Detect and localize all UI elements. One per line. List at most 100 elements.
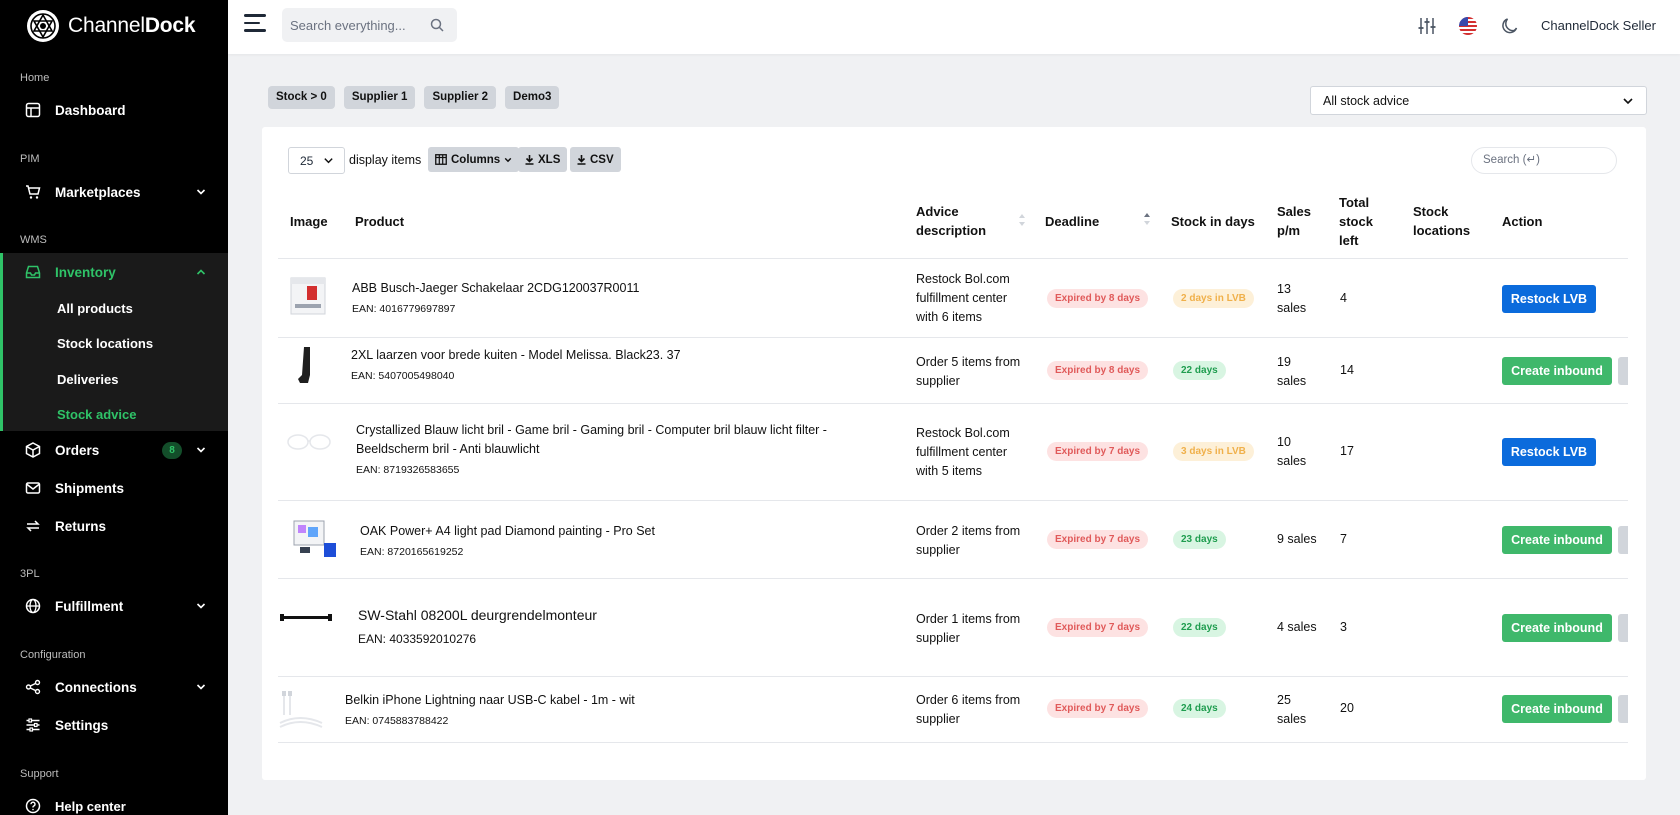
sidebar-item-connections[interactable]: Connections [0,669,228,705]
product-name[interactable]: Belkin iPhone Lightning naar USB-C kabel… [345,693,635,707]
sales-per-month: 25 sales [1277,693,1307,726]
product-image[interactable] [284,427,334,457]
sidebar-item-dashboard[interactable]: Dashboard [0,92,228,128]
total-stock-left: 17 [1340,444,1354,458]
download-icon [577,154,586,165]
row-divider [278,337,1628,338]
sidebar-item-help-center[interactable]: Help center [0,788,228,815]
product-name[interactable]: Crystallized Blauw licht bril - Game bri… [356,423,827,456]
product-name[interactable]: ABB Busch-Jaeger Schakelaar 2CDG120037R0… [352,281,640,295]
row-divider [278,676,1628,677]
restock-lvb-button[interactable]: Restock LVB [1502,285,1596,313]
sidebar-item-settings[interactable]: Settings [0,707,228,743]
sidebar-item-label: Fulfillment [55,598,124,614]
sidebar-item-fulfillment[interactable]: Fulfillment [0,588,228,624]
product-name[interactable]: SW-Stahl 08200L deurgrendelmonteur [358,607,597,623]
column-header-advice[interactable]: Advice description [916,204,987,238]
section-label-home: Home [20,72,50,84]
create-inbound-button[interactable]: Create inbound [1502,357,1612,385]
sliders-icon[interactable] [1417,16,1437,36]
stock-days-badge: 22 days [1173,618,1226,637]
chevron-up-icon [196,269,206,275]
product-image[interactable] [290,345,320,387]
column-header-deadline[interactable]: Deadline [1045,214,1100,229]
product-image[interactable] [278,607,334,627]
sidebar-item-shipments[interactable]: Shipments [0,470,228,506]
filter-chip[interactable]: Demo3 [505,86,560,109]
global-search-input[interactable] [290,17,430,33]
mail-icon [25,482,41,494]
sidebar-item-orders[interactable]: Orders 8 [0,432,228,468]
search-icon[interactable] [430,18,444,32]
row-more-button[interactable] [1618,526,1628,554]
product-image[interactable] [290,515,340,561]
filter-chip[interactable]: Stock > 0 [268,86,335,109]
sort-icon[interactable] [1018,213,1026,227]
columns-button[interactable]: Columns [428,147,520,172]
create-inbound-button[interactable]: Create inbound [1502,614,1612,642]
export-xls-button[interactable]: XLS [518,147,568,172]
row-more-button[interactable] [1618,695,1628,723]
advice-description: Order 6 items from supplier [916,693,1021,726]
sales-per-month: 19 sales [1277,355,1307,388]
section-label-wms: WMS [20,234,47,246]
column-header-stock-in-days: Stock in days [1171,214,1255,229]
product-ean: EAN: 0745883788422 [345,715,449,727]
sidebar-subitem-all-products[interactable]: All products [57,301,133,316]
us-flag-icon[interactable] [1458,16,1478,36]
box-icon [25,442,41,458]
total-stock-left: 3 [1340,620,1347,634]
advice-description: Order 5 items from supplier [916,355,1021,388]
product-name[interactable]: OAK Power+ A4 light pad Diamond painting… [360,524,655,538]
stock-days-badge: 22 days [1173,361,1226,380]
sidebar-item-label: Connections [55,679,137,695]
sidebar-item-label: Help center [55,798,126,814]
sidebar-subitem-stock-locations[interactable]: Stock locations [57,336,154,351]
deadline-badge: Expired by 7 days [1047,530,1149,549]
sidebar-item-label: Inventory [55,264,116,280]
product-ean: EAN: 5407005498040 [351,370,455,382]
per-page-value: 25 [300,153,314,168]
restock-lvb-button[interactable]: Restock LVB [1502,438,1596,466]
section-label-configuration: Configuration [20,649,86,661]
advice-description: Order 2 items from supplier [916,524,1021,557]
filter-chip[interactable]: Supplier 2 [424,86,497,109]
filter-chip[interactable]: Supplier 1 [343,86,416,109]
row-divider [278,742,1628,743]
user-menu[interactable]: ChannelDock Seller [1541,18,1656,33]
create-inbound-button[interactable]: Create inbound [1502,526,1612,554]
create-inbound-button[interactable]: Create inbound [1502,695,1612,723]
product-name[interactable]: 2XL laarzen voor brede kuiten - Model Me… [351,348,681,362]
section-label-support: Support [20,768,59,780]
product-ean: EAN: 4016779697897 [352,303,456,315]
dashboard-icon [25,102,41,118]
stock-advice-select[interactable]: All stock advice [1310,86,1647,115]
sort-ascending-icon[interactable] [1143,212,1151,226]
section-label-pim: PIM [20,153,40,165]
sidebar-item-inventory[interactable]: Inventory [0,254,228,290]
row-more-button[interactable] [1618,614,1628,642]
product-image[interactable] [278,689,324,729]
sidebar-subitem-stock-advice[interactable]: Stock advice [57,407,137,422]
sidebar-item-marketplaces[interactable]: Marketplaces [0,174,228,210]
export-csv-button[interactable]: CSV [570,147,621,172]
column-header-image: Image [290,214,328,229]
stock-advice-select-value: All stock advice [1323,93,1410,108]
sales-per-month: 9 sales [1277,532,1317,546]
sidebar-item-returns[interactable]: Returns [0,508,228,544]
chevron-down-icon [196,189,206,195]
per-page-select[interactable]: 25 [288,147,345,174]
sidebar-item-label: Dashboard [55,102,126,118]
row-more-button[interactable] [1618,357,1628,385]
moon-icon[interactable] [1500,16,1520,36]
menu-toggle-icon[interactable] [244,14,266,32]
sidebar-subitem-deliveries[interactable]: Deliveries [57,372,119,387]
global-search[interactable] [282,8,457,42]
total-stock-left: 14 [1340,363,1354,377]
brand-logo[interactable]: ChannelDock [26,9,196,43]
table-search-input[interactable]: Search (↵) [1471,147,1617,174]
sidebar-item-label: Settings [55,717,109,733]
columns-icon [435,154,447,165]
column-header-product: Product [355,214,405,229]
product-image[interactable] [287,274,329,318]
